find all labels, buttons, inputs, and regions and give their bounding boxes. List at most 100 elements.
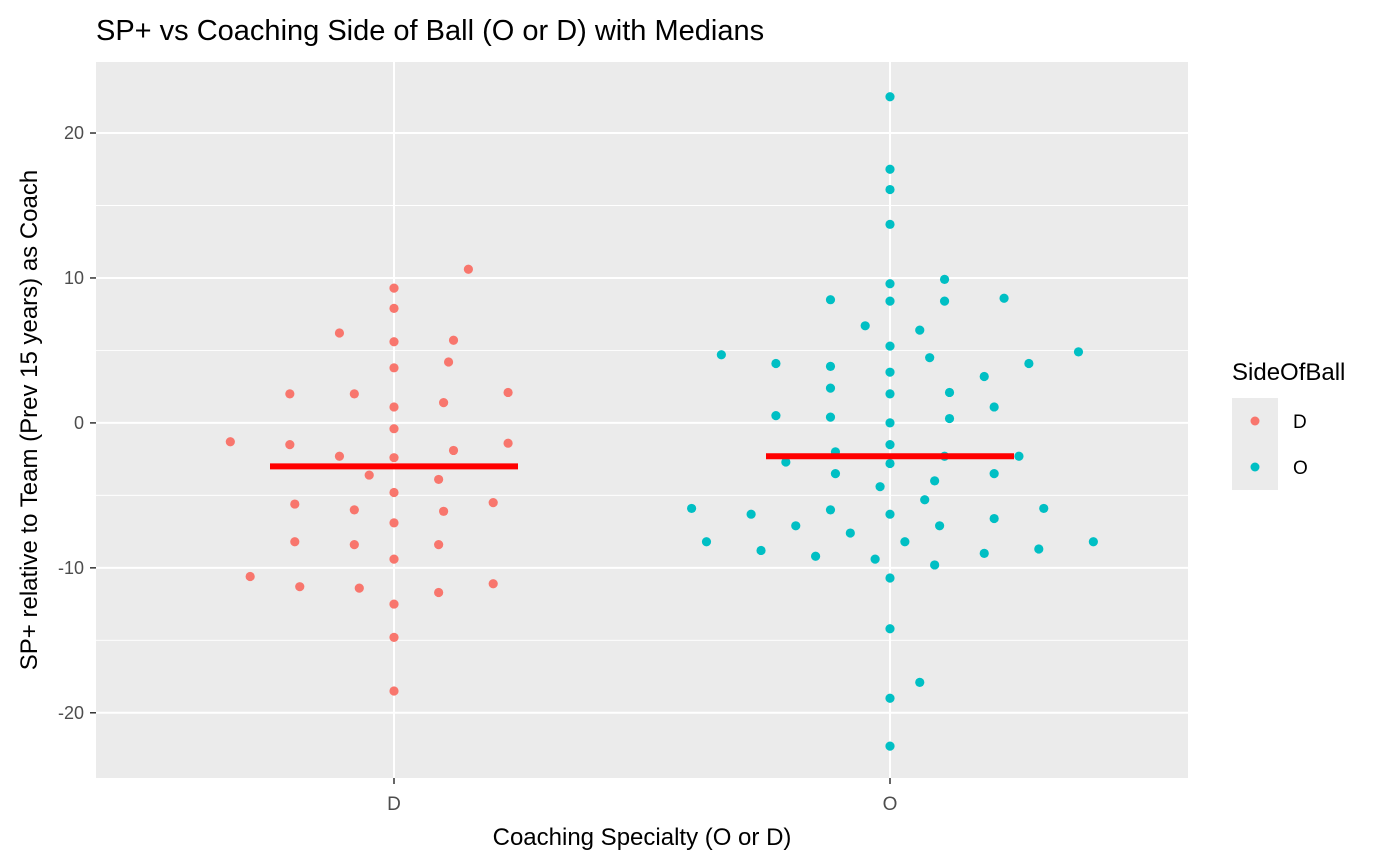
- data-point-o: [939, 296, 950, 306]
- y-tick-label: 20: [64, 123, 84, 143]
- data-point-d: [389, 402, 399, 412]
- data-point-d: [389, 487, 399, 498]
- data-point-o: [885, 341, 895, 351]
- data-point-o: [925, 353, 935, 363]
- data-point-o: [845, 528, 855, 538]
- data-point-d: [389, 363, 399, 373]
- data-point-o: [900, 537, 910, 547]
- data-point-o: [781, 457, 791, 467]
- data-point-o: [885, 693, 895, 703]
- data-point-o: [885, 624, 895, 634]
- data-point-o: [930, 476, 940, 486]
- data-point-o: [885, 573, 895, 583]
- data-point-d: [434, 540, 444, 550]
- data-point-d: [389, 632, 399, 643]
- data-point-o: [825, 361, 836, 371]
- data-point-o: [989, 402, 999, 412]
- legend: SideOfBall D O: [1232, 359, 1345, 490]
- data-point-o: [825, 383, 836, 393]
- data-point-o: [944, 413, 955, 424]
- data-point-o: [771, 411, 781, 421]
- data-point-d: [389, 337, 399, 347]
- data-point-d: [349, 505, 359, 515]
- data-point-d: [503, 387, 513, 398]
- legend-marker-o: [1250, 462, 1260, 472]
- data-point-d: [225, 437, 235, 447]
- data-point-d: [389, 453, 399, 463]
- data-point-o: [989, 513, 999, 524]
- data-point-o: [885, 164, 895, 174]
- data-point-o: [979, 548, 989, 558]
- data-point-o: [944, 387, 955, 398]
- data-point-d: [389, 554, 399, 564]
- data-point-o: [885, 184, 895, 195]
- data-point-o: [771, 358, 781, 369]
- data-point-o: [989, 469, 999, 479]
- data-point-o: [1039, 503, 1049, 514]
- data-point-o: [885, 389, 895, 399]
- y-tick-label: 0: [74, 413, 84, 433]
- data-point-d: [285, 389, 295, 399]
- data-point-o: [825, 295, 836, 305]
- data-point-o: [885, 296, 895, 306]
- data-point-d: [463, 264, 473, 274]
- data-point-d: [295, 582, 305, 592]
- data-point-o: [939, 274, 950, 285]
- y-tick-label: -20: [58, 703, 84, 723]
- data-point-o: [860, 321, 870, 331]
- data-point-o: [935, 521, 945, 531]
- data-point-o: [885, 219, 895, 229]
- data-point-d: [354, 583, 364, 593]
- data-point-d: [334, 328, 345, 338]
- data-point-o: [756, 545, 766, 556]
- data-point-d: [349, 389, 359, 399]
- data-point-o: [915, 325, 925, 335]
- data-point-o: [825, 505, 836, 515]
- data-point-o: [885, 509, 895, 519]
- data-point-o: [701, 537, 712, 547]
- legend-title: SideOfBall: [1232, 359, 1345, 386]
- data-point-o: [1034, 544, 1044, 554]
- data-point-o: [811, 551, 821, 561]
- data-point-d: [434, 474, 444, 485]
- data-point-d: [434, 587, 444, 598]
- data-point-o: [885, 458, 895, 469]
- data-point-o: [885, 279, 895, 289]
- data-point-o: [885, 440, 895, 450]
- data-point-o: [930, 560, 940, 570]
- legend-marker-d: [1250, 416, 1260, 426]
- data-point-d: [290, 499, 300, 509]
- data-point-o: [1073, 347, 1084, 357]
- data-point-o: [1014, 451, 1024, 461]
- median-lines: [270, 453, 1014, 470]
- data-point-o: [746, 509, 756, 519]
- data-point-d: [488, 498, 498, 508]
- data-point-d: [389, 283, 399, 293]
- y-axis-title: SP+ relative to Team (Prev 15 years) as …: [16, 170, 43, 670]
- data-point-o: [830, 469, 841, 479]
- data-point-d: [389, 599, 399, 609]
- y-tick-label: 10: [64, 268, 84, 288]
- data-point-o: [885, 418, 895, 428]
- data-point-o: [870, 554, 880, 564]
- grid-lines: [96, 62, 1188, 778]
- data-point-d: [364, 470, 374, 480]
- data-point-d: [290, 537, 300, 547]
- data-point-d: [488, 579, 498, 589]
- legend-label-o: O: [1293, 458, 1308, 479]
- x-axis-title: Coaching Specialty (O or D): [493, 824, 792, 851]
- data-point-o: [791, 521, 801, 531]
- data-point-d: [245, 571, 255, 582]
- data-point-d: [448, 335, 459, 345]
- data-point-d: [349, 540, 359, 550]
- data-point-o: [885, 367, 895, 377]
- data-point-o: [999, 293, 1009, 303]
- data-point-d: [389, 686, 399, 696]
- data-point-d: [389, 303, 399, 313]
- data-point-o: [687, 503, 697, 514]
- plot-panel: [96, 62, 1188, 778]
- x-tick-label: D: [387, 794, 401, 815]
- data-point-d: [389, 424, 399, 434]
